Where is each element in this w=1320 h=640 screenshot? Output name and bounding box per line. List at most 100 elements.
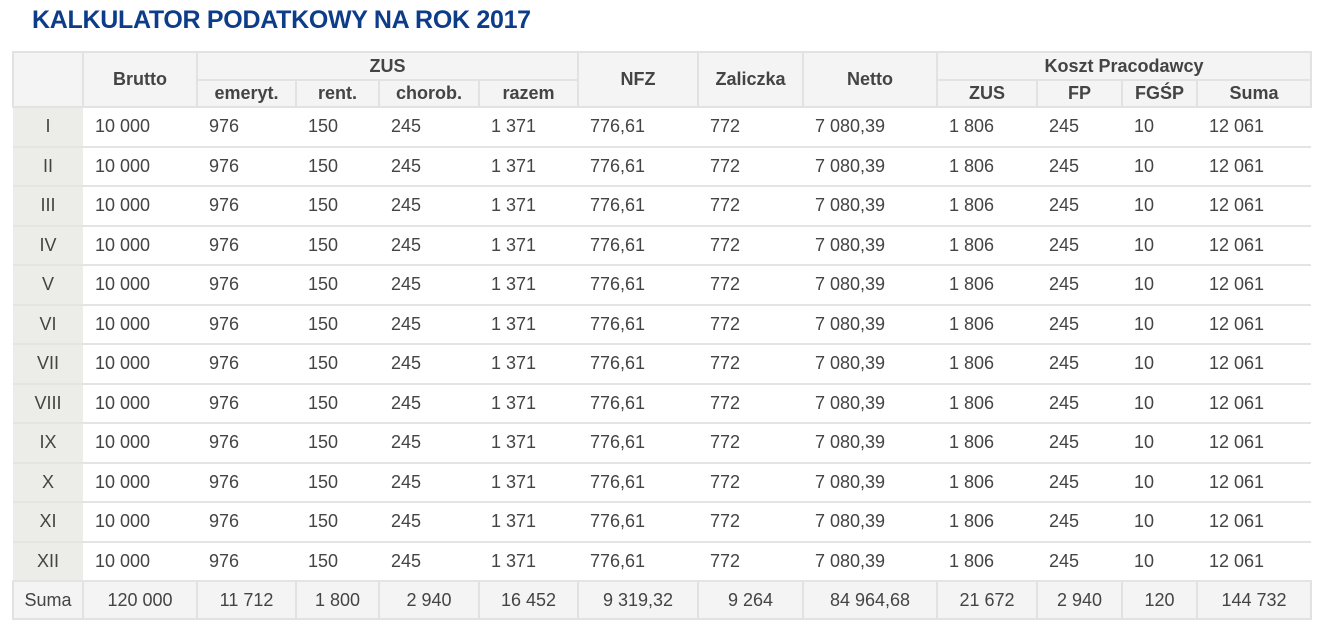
cell-month: IV [13,225,83,266]
cell-netto: 7 080,39 [803,423,937,464]
cell-brutto: 10 000 [83,383,197,424]
cell-brutto: 10 000 [83,225,197,266]
cell-month: V [13,265,83,306]
cell-koszt-zus: 1 806 [937,225,1037,266]
cell-month: VIII [13,383,83,424]
cell-suma: 12 061 [1197,186,1311,227]
cell-razem: 1 371 [479,186,578,227]
cell-fgsp: 10 [1122,265,1197,306]
header-brutto: Brutto [82,51,198,108]
cell-nfz: 776,61 [578,265,698,306]
cell-rent: 150 [296,225,379,266]
cell-brutto: 10 000 [83,541,197,582]
header-zaliczka: Zaliczka [697,51,804,108]
cell-zaliczka: 772 [698,265,803,306]
cell-emeryt: 976 [197,502,296,543]
table-row: XII 10 000 976 150 245 1 371 776,61 772 7 080,39… [13,541,1311,582]
cell-zaliczka: 772 [698,186,803,227]
sum-suma: 144 732 [1196,580,1312,620]
sum-razem: 16 452 [478,580,579,620]
cell-razem: 1 371 [479,304,578,345]
cell-fp: 245 [1037,186,1122,227]
cell-razem: 1 371 [479,265,578,306]
cell-brutto: 10 000 [83,462,197,503]
table-row: IV 10 000 976 150 245 1 371 776,61 772 7 080,39 1… [13,225,1311,266]
cell-chorob: 245 [379,107,479,148]
cell-chorob: 245 [379,146,479,187]
header-koszt-pracodawcy: Koszt Pracodawcy [936,51,1312,81]
cell-razem: 1 371 [479,541,578,582]
cell-fgsp: 10 [1122,502,1197,543]
cell-zaliczka: 772 [698,146,803,187]
cell-fgsp: 10 [1122,304,1197,345]
cell-koszt-zus: 1 806 [937,186,1037,227]
cell-fp: 245 [1037,462,1122,503]
cell-fgsp: 10 [1122,383,1197,424]
sum-rent: 1 800 [295,580,380,620]
cell-koszt-zus: 1 806 [937,344,1037,385]
sum-netto: 84 964,68 [802,580,938,620]
cell-razem: 1 371 [479,146,578,187]
header-razem: razem [478,79,579,108]
cell-fgsp: 10 [1122,107,1197,148]
cell-suma: 12 061 [1197,265,1311,306]
cell-rent: 150 [296,344,379,385]
sum-zaliczka: 9 264 [697,580,804,620]
cell-brutto: 10 000 [83,265,197,306]
table-row: III 10 000 976 150 245 1 371 776,61 772 7 080,39… [13,186,1311,227]
cell-chorob: 245 [379,265,479,306]
cell-rent: 150 [296,304,379,345]
cell-fgsp: 10 [1122,541,1197,582]
sum-chorob: 2 940 [378,580,480,620]
sum-fgsp: 120 [1121,580,1198,620]
cell-nfz: 776,61 [578,344,698,385]
cell-emeryt: 976 [197,541,296,582]
cell-suma: 12 061 [1197,146,1311,187]
cell-chorob: 245 [379,423,479,464]
table-row: V 10 000 976 150 245 1 371 776,61 772 7 080,39 1 … [13,265,1311,306]
table-row: VII 10 000 976 150 245 1 371 776,61 772 7 080,39… [13,344,1311,385]
cell-emeryt: 976 [197,423,296,464]
cell-suma: 12 061 [1197,225,1311,266]
cell-zaliczka: 772 [698,502,803,543]
cell-brutto: 10 000 [83,146,197,187]
cell-netto: 7 080,39 [803,344,937,385]
header-emeryt: emeryt. [196,79,297,108]
cell-rent: 150 [296,462,379,503]
cell-nfz: 776,61 [578,107,698,148]
cell-month: XI [13,502,83,543]
table-row: VI 10 000 976 150 245 1 371 776,61 772 7 080,39 1… [13,304,1311,345]
cell-zaliczka: 772 [698,304,803,345]
cell-fp: 245 [1037,146,1122,187]
cell-netto: 7 080,39 [803,186,937,227]
cell-koszt-zus: 1 806 [937,265,1037,306]
cell-fp: 245 [1037,265,1122,306]
cell-rent: 150 [296,383,379,424]
sum-month: Suma [12,580,84,620]
cell-month: II [13,146,83,187]
cell-emeryt: 976 [197,383,296,424]
cell-koszt-zus: 1 806 [937,462,1037,503]
sum-emeryt: 11 712 [196,580,297,620]
cell-month: XII [13,541,83,582]
cell-chorob: 245 [379,502,479,543]
cell-month: VII [13,344,83,385]
cell-razem: 1 371 [479,344,578,385]
cell-zaliczka: 772 [698,107,803,148]
cell-netto: 7 080,39 [803,383,937,424]
cell-razem: 1 371 [479,462,578,503]
cell-netto: 7 080,39 [803,107,937,148]
cell-netto: 7 080,39 [803,502,937,543]
cell-suma: 12 061 [1197,502,1311,543]
cell-razem: 1 371 [479,383,578,424]
cell-nfz: 776,61 [578,423,698,464]
table-row: VIII 10 000 976 150 245 1 371 776,61 772 7 080,3… [13,383,1311,424]
cell-zaliczka: 772 [698,462,803,503]
cell-month: X [13,462,83,503]
cell-nfz: 776,61 [578,502,698,543]
page-title: KALKULATOR PODATKOWY NA ROK 2017 [32,6,531,34]
cell-netto: 7 080,39 [803,225,937,266]
cell-rent: 150 [296,423,379,464]
header-fgsp: FGŚP [1121,79,1198,108]
cell-brutto: 10 000 [83,344,197,385]
